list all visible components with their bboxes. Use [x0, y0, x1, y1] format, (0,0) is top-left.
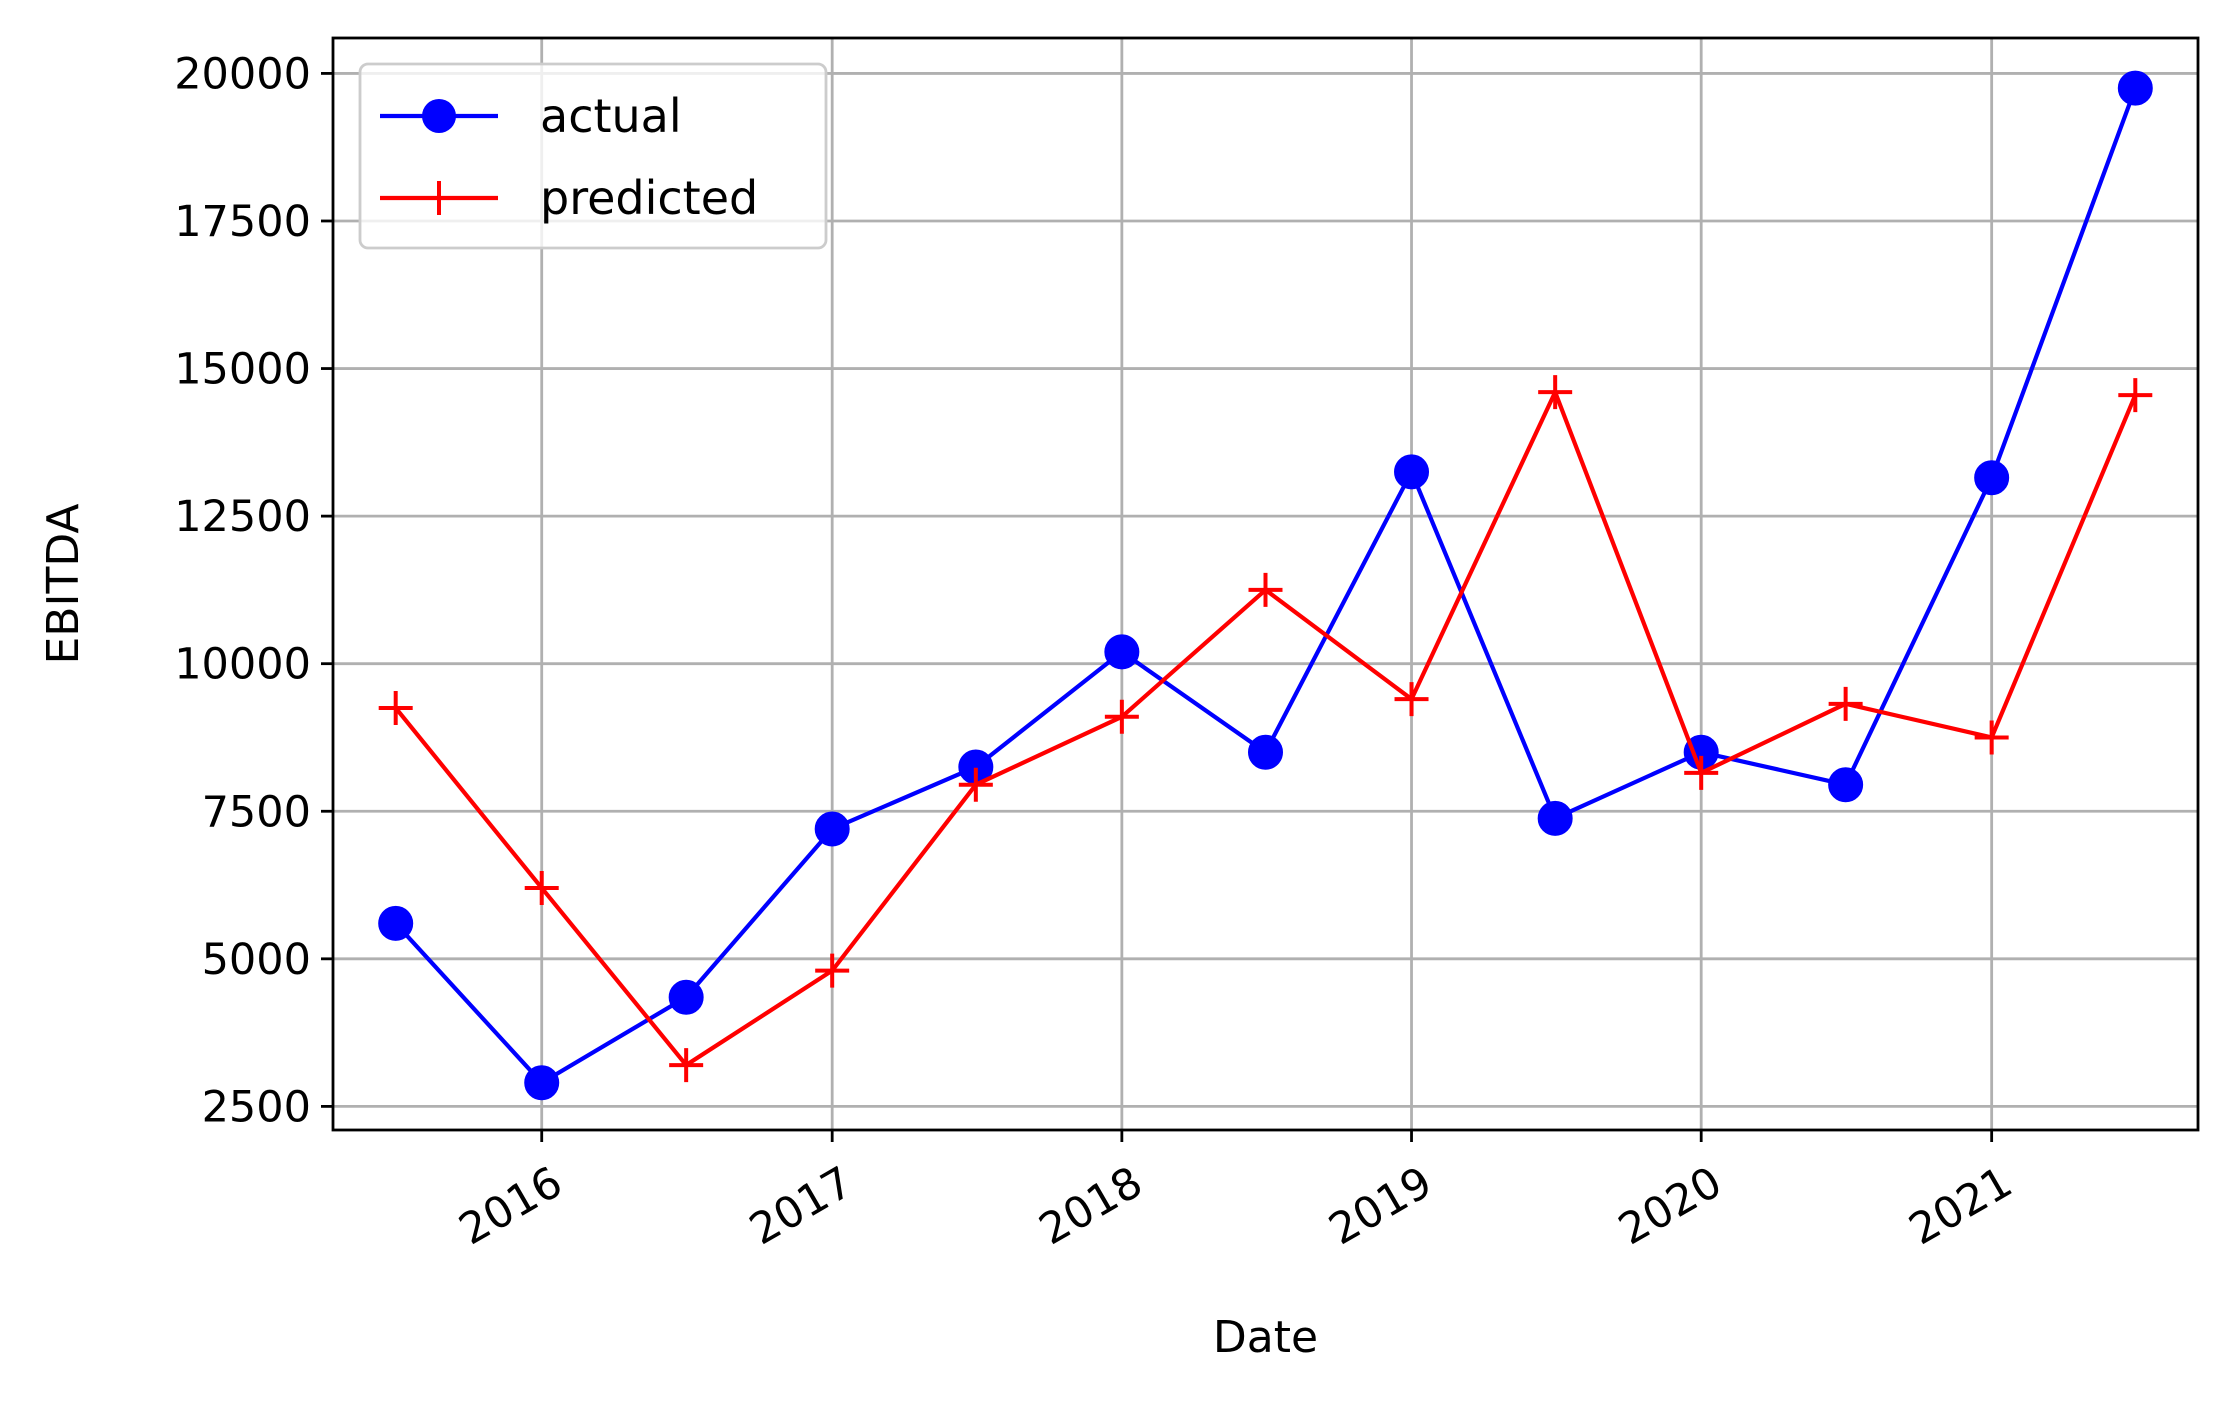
data-point-predicted: [524, 870, 559, 905]
legend: actual predicted: [358, 62, 828, 250]
data-point-predicted: [1974, 720, 2009, 755]
data-point-predicted: [378, 690, 413, 725]
y-tick-label: 10000: [174, 640, 311, 690]
data-point-actual: [1248, 734, 1283, 770]
data-point-actual: [1974, 460, 2010, 496]
legend-marker-actual: [422, 99, 456, 133]
y-tick-label: 17500: [174, 197, 311, 247]
data-point-predicted: [2118, 378, 2153, 413]
legend-box: [358, 62, 828, 250]
data-point-actual: [524, 1065, 560, 1101]
data-point-actual: [814, 811, 850, 847]
legend-label-predicted: predicted: [540, 171, 758, 225]
plot-frame: [331, 36, 2200, 1132]
series-layer: [378, 70, 2153, 1101]
data-point-predicted: [1684, 755, 1719, 790]
grid-layer: [333, 38, 2198, 1130]
y-tick-label: 5000: [202, 935, 311, 985]
y-tick-label: 7500: [202, 787, 311, 837]
data-point-actual: [1537, 800, 1573, 836]
data-point-predicted: [958, 767, 993, 802]
data-point-actual: [1104, 634, 1140, 670]
data-point-predicted: [815, 953, 850, 988]
data-point-predicted: [1104, 699, 1139, 734]
x-tick-label: 2019: [1321, 1157, 1441, 1255]
data-point-actual: [378, 905, 414, 941]
data-point-predicted: [1394, 682, 1429, 717]
legend-marker-predicted: [422, 181, 456, 215]
legend-label-actual: actual: [540, 89, 682, 143]
data-point-predicted: [1828, 686, 1863, 721]
y-tick-label: 12500: [174, 492, 311, 542]
x-axis-label: Date: [1213, 1312, 1318, 1363]
x-tick-label: 2018: [1031, 1157, 1151, 1255]
y-tick-label: 2500: [202, 1082, 311, 1132]
x-tick-label: 2016: [451, 1157, 571, 1255]
data-point-predicted: [1538, 375, 1573, 410]
data-point-predicted: [669, 1048, 704, 1083]
data-point-actual: [1394, 454, 1430, 490]
data-point-actual: [1828, 767, 1864, 803]
y-tick-label: 15000: [174, 345, 311, 395]
x-tick-label: 2021: [1901, 1157, 2021, 1255]
data-point-actual: [668, 979, 704, 1015]
data-point-predicted: [1248, 572, 1283, 607]
data-point-actual: [2117, 70, 2153, 106]
y-tick-label: 20000: [174, 49, 311, 99]
y-axis-label: EBITDA: [38, 503, 89, 664]
x-tick-label: 2020: [1611, 1157, 1731, 1255]
x-tick-label: 2017: [742, 1157, 862, 1255]
